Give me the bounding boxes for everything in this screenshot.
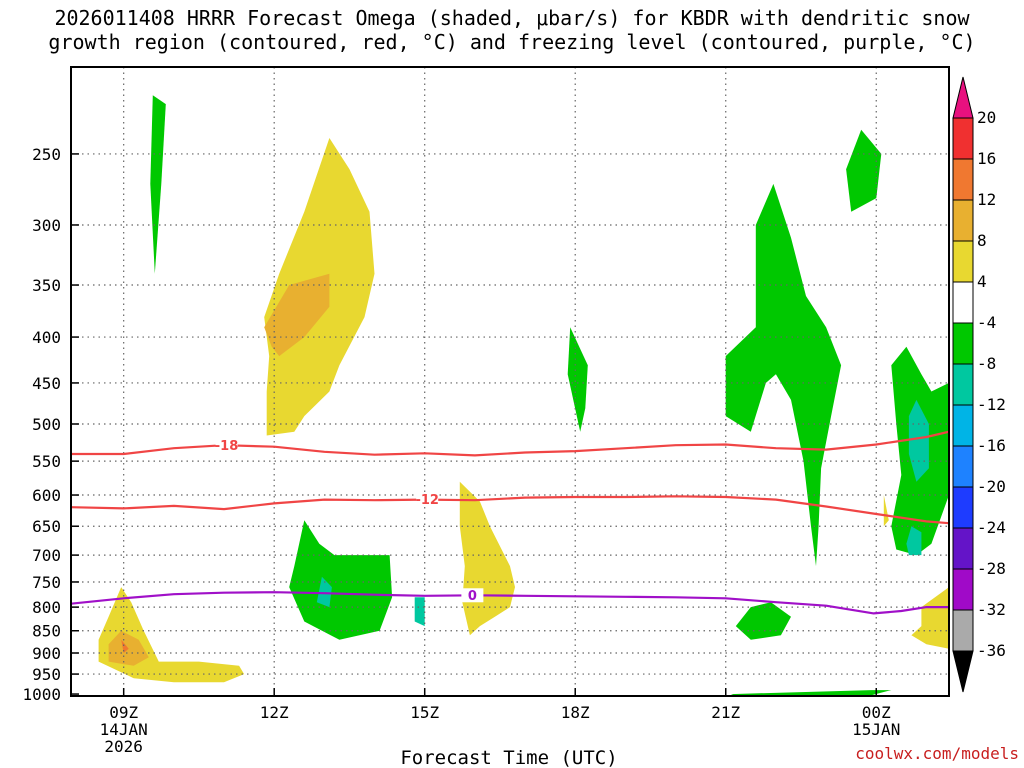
- x-tick-label: 14JAN: [100, 720, 148, 739]
- colorbar-top-arrow: [952, 76, 974, 119]
- x-tick-label: 15Z: [410, 703, 439, 722]
- omega-region: [567, 327, 588, 432]
- y-tick-label: 850: [32, 622, 61, 641]
- colorbar-label: 4: [977, 272, 987, 291]
- contour-label: -18: [215, 439, 239, 454]
- omega-region: [906, 526, 922, 556]
- x-axis-title: Forecast Time (UTC): [400, 747, 617, 768]
- x-tick-label: 18Z: [561, 703, 590, 722]
- y-tick-label: 400: [32, 328, 61, 347]
- contour-label-background: [215, 438, 238, 453]
- colorbar-segment: [952, 281, 974, 324]
- colorbar-label: 8: [977, 231, 987, 250]
- omega-region: [725, 183, 842, 567]
- colorbar-segment: [952, 445, 974, 488]
- x-tick-label: 12Z: [260, 703, 289, 722]
- colorbar-label: -24: [977, 518, 1006, 537]
- contour-label: 0: [468, 589, 477, 604]
- omega-region: [289, 520, 393, 640]
- colorbar-segment: [952, 240, 974, 283]
- omega-region: [316, 576, 332, 608]
- chart-title: 2026011408 HRRR Forecast Omega (shaded, …: [0, 6, 1024, 54]
- colorbar-label: 20: [977, 108, 996, 127]
- colorbar-label: -8: [977, 354, 996, 373]
- colorbar-label: -4: [977, 313, 996, 332]
- colorbar-segment: [952, 117, 974, 160]
- colorbar-segment: [952, 568, 974, 611]
- y-tick-label: 450: [32, 374, 61, 393]
- chart-title-line1: 2026011408 HRRR Forecast Omega (shaded, …: [54, 6, 970, 30]
- x-tick-label: 15JAN: [852, 720, 900, 739]
- omega-shading: [98, 95, 949, 696]
- contour-line: [71, 591, 949, 615]
- y-tick-label: 950: [32, 665, 61, 684]
- colorbar-label: -12: [977, 395, 1006, 414]
- y-axis: 250 300 350 400 450 500 550 600 650 700 750 800 850 9…: [22, 145, 79, 704]
- y-tick-label: 250: [32, 145, 61, 164]
- omega-region: [264, 273, 330, 357]
- credit-label[interactable]: coolwx.com/models: [855, 744, 1019, 763]
- colorbar-label: -20: [977, 477, 1006, 496]
- colorbar-segment: [952, 404, 974, 447]
- y-tick-label: 550: [32, 452, 61, 471]
- contours: -18 -12 0: [71, 430, 949, 615]
- colorbar: 20 16 12 8 4 -4 -8 -12 -16 -20 -24 -28 -32 -36: [952, 76, 1006, 693]
- contour-line: [71, 495, 949, 525]
- y-tick-label: 700: [32, 546, 61, 565]
- colorbar-label: -36: [977, 641, 1006, 660]
- colorbar-segment: [952, 199, 974, 242]
- y-tick-label: 500: [32, 415, 61, 434]
- colorbar-segment: [952, 363, 974, 406]
- omega-region: [108, 630, 149, 666]
- colorbar-segment: [952, 322, 974, 365]
- omega-region: [883, 495, 889, 527]
- colorbar-label: -28: [977, 559, 1006, 578]
- y-tick-label: 650: [32, 517, 61, 536]
- colorbar-bottom-arrow: [952, 650, 974, 693]
- colorbar-segment: [952, 609, 974, 652]
- contour-label-background: [461, 588, 484, 603]
- x-tick-label: 00Z: [862, 703, 891, 722]
- colorbar-segment: [952, 158, 974, 201]
- omega-region: [121, 639, 129, 653]
- omega-region: [911, 587, 949, 649]
- y-tick-label: 350: [32, 276, 61, 295]
- omega-region: [846, 129, 882, 212]
- x-tick-label: 21Z: [711, 703, 740, 722]
- y-tick-label: 300: [32, 216, 61, 235]
- colorbar-segment: [952, 486, 974, 529]
- omega-region: [730, 690, 892, 696]
- y-tick-label: 750: [32, 573, 61, 592]
- colorbar-label: -32: [977, 600, 1006, 619]
- contour-label-background: [416, 492, 439, 507]
- contour-label: -12: [415, 493, 439, 508]
- gridlines: [71, 67, 949, 696]
- omega-region: [150, 95, 166, 274]
- colorbar-label: 16: [977, 149, 996, 168]
- x-tick-label: 2026: [104, 737, 143, 756]
- omega-region: [414, 597, 425, 627]
- y-tick-label: 800: [32, 598, 61, 617]
- plot-frame: [70, 66, 950, 697]
- colorbar-label: 12: [977, 190, 996, 209]
- omega-region: [735, 602, 791, 640]
- y-tick-label: 1000: [22, 685, 61, 704]
- y-tick-label: 900: [32, 644, 61, 663]
- colorbar-segment: [952, 527, 974, 570]
- y-tick-label: 600: [32, 486, 61, 505]
- chart-title-line2: growth region (contoured, red, °C) and f…: [48, 30, 976, 54]
- x-tick-label: 09Z: [109, 703, 138, 722]
- colorbar-label: -16: [977, 436, 1006, 455]
